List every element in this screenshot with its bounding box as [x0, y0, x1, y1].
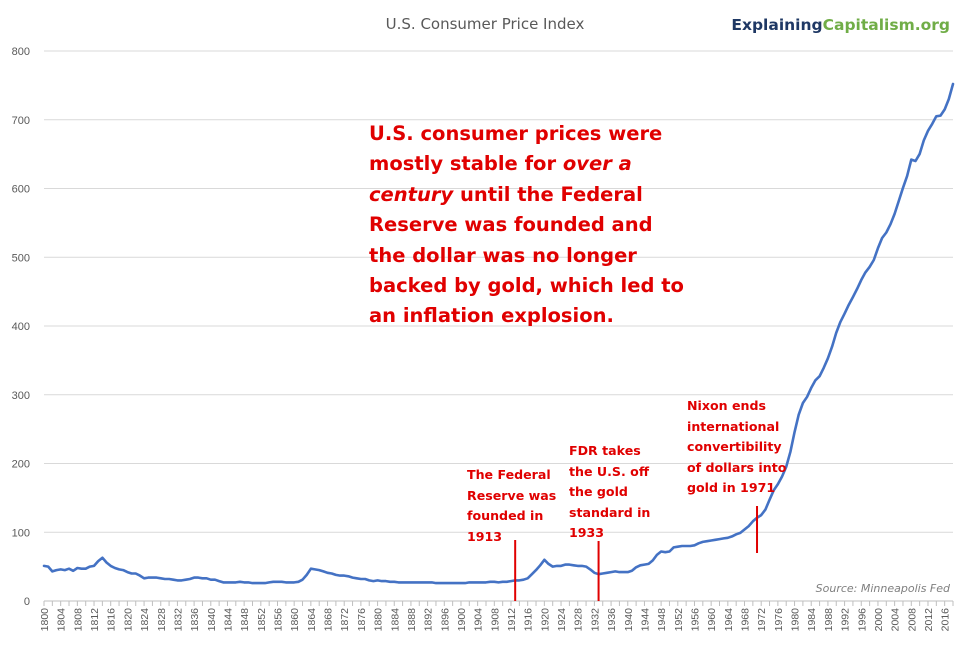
x-tick-label: 1856 — [273, 608, 285, 632]
x-tick-label: 1944 — [639, 608, 651, 632]
x-tick-label: 1920 — [539, 608, 551, 632]
cpi-series-line — [42, 82, 955, 585]
y-tick-label: 200 — [12, 459, 30, 471]
x-tick-label: 1948 — [656, 608, 668, 632]
main-annotation: U.S. consumer prices were mostly stable … — [369, 119, 689, 332]
y-tick-label: 400 — [12, 321, 30, 333]
x-tick-label: 1904 — [473, 608, 485, 632]
x-tick-label: 1820 — [122, 608, 134, 632]
y-tick-label: 0 — [24, 596, 30, 608]
x-tick-label: 1864 — [306, 608, 318, 632]
y-tick-label: 700 — [12, 115, 30, 127]
x-tick-label: 1884 — [389, 608, 401, 632]
x-tick-label: 1844 — [222, 608, 234, 632]
x-tick-label: 2000 — [873, 608, 885, 632]
x-tick-label: 1868 — [323, 608, 335, 632]
x-tick-label: 1804 — [56, 608, 68, 632]
x-tick-label: 1824 — [139, 608, 151, 632]
brand-part-2: Capitalism.org — [823, 16, 950, 34]
x-tick-label: 1984 — [806, 608, 818, 632]
x-tick-label: 1860 — [289, 608, 301, 632]
main-annotation-part-2: until the Federal Reserve was founded an… — [369, 182, 684, 328]
x-tick-label: 1972 — [756, 608, 768, 632]
brand-logo: ExplainingCapitalism.org — [731, 16, 950, 34]
x-tick-label: 1992 — [840, 608, 852, 632]
x-tick-label: 1988 — [823, 608, 835, 632]
brand-part-1: Explaining — [731, 16, 822, 34]
x-tick-label: 1836 — [189, 608, 201, 632]
x-tick-label: 1828 — [156, 608, 168, 632]
x-tick-label: 1896 — [439, 608, 451, 632]
y-tick-label: 100 — [12, 527, 30, 539]
nixon-annotation: Nixon ends international convertibility … — [687, 398, 787, 496]
x-tick-label: 1976 — [773, 608, 785, 632]
x-tick-label: 1912 — [506, 608, 518, 632]
main-annotation-emphasis: over a century — [369, 152, 632, 206]
y-axis-ticks: 0 100 200 300 400 500 600 700 800 — [12, 46, 30, 608]
x-tick-label: 1848 — [239, 608, 251, 632]
x-tick-label: 1952 — [673, 608, 685, 632]
x-tick-label: 2004 — [890, 608, 902, 632]
x-tick-label: 1964 — [723, 608, 735, 632]
x-tick-label: 1892 — [423, 608, 435, 632]
x-tick-label: 1852 — [256, 608, 268, 632]
main-annotation-part-1: U.S. consumer prices were mostly stable … — [369, 122, 663, 176]
x-tick-label: 1936 — [606, 608, 618, 632]
x-tick-label: 1840 — [206, 608, 218, 632]
y-tick-label: 800 — [12, 46, 30, 58]
x-tick-label: 1924 — [556, 608, 568, 632]
y-tick-label: 500 — [12, 252, 30, 264]
x-tick-label: 1996 — [856, 608, 868, 632]
x-tick-label: 1900 — [456, 608, 468, 632]
y-tick-label: 300 — [12, 390, 30, 402]
x-tick-label: 2008 — [906, 608, 918, 632]
x-tick-label: 1872 — [339, 608, 351, 632]
x-tick-label: 1968 — [740, 608, 752, 632]
fed-annotation: The Federal Reserve was founded in 1913 — [467, 467, 557, 544]
source-note: Source: Minneapolis Fed — [816, 582, 951, 595]
x-tick-label: 1800 — [39, 608, 51, 632]
x-tick-label: 1876 — [356, 608, 368, 632]
x-tick-label: 1808 — [72, 608, 84, 632]
chart-title: U.S. Consumer Price Index — [386, 15, 585, 33]
y-tick-label: 600 — [12, 184, 30, 196]
x-tick-label: 1928 — [573, 608, 585, 632]
x-tick-label: 1916 — [523, 608, 535, 632]
fdr-annotation: FDR takes the U.S. off the gold standard… — [569, 443, 651, 541]
x-tick-label: 1888 — [406, 608, 418, 632]
x-tick-label: 1908 — [489, 608, 501, 632]
x-tick-label: 1956 — [689, 608, 701, 632]
x-tick-label: 1812 — [89, 608, 101, 632]
x-tick-label: 1980 — [790, 608, 802, 632]
x-tick-label: 1832 — [172, 608, 184, 632]
x-tick-label: 1816 — [106, 608, 118, 632]
gridlines — [44, 50, 953, 533]
x-tick-label: 1932 — [589, 608, 601, 632]
x-tick-label: 2016 — [940, 608, 952, 632]
x-tick-label: 1940 — [623, 608, 635, 632]
x-tick-label: 2012 — [923, 608, 935, 632]
x-tick-label: 1960 — [706, 608, 718, 632]
x-axis-ticks: 1800 1804 1808 1812 1816 1820 1824 1828 1832 1836… — [39, 601, 954, 632]
x-tick-label: 1880 — [373, 608, 385, 632]
